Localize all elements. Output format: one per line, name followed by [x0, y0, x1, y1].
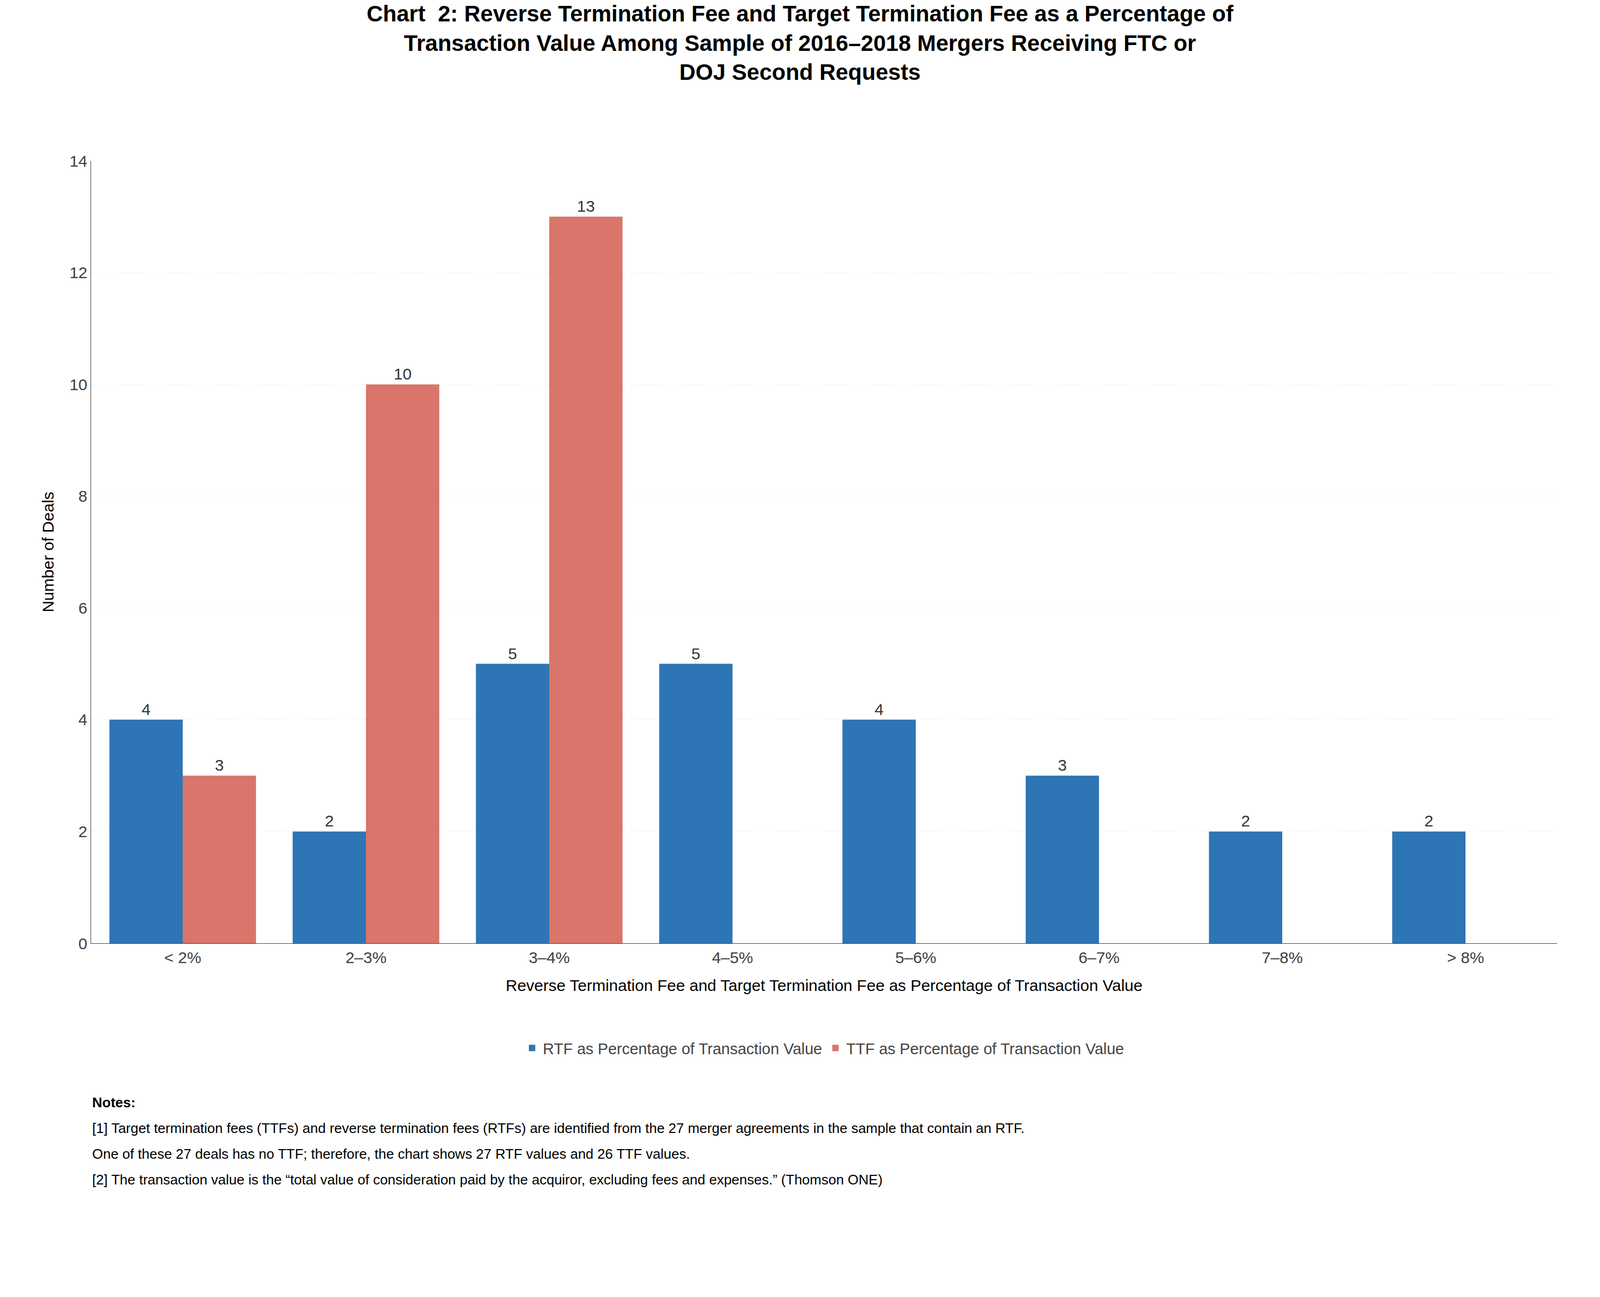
svg-text:14: 14	[69, 152, 88, 170]
svg-text:[1] Target termination fees (T: [1] Target termination fees (TTFs) and r…	[92, 1119, 1025, 1136]
svg-text:> 8%: > 8%	[1446, 948, 1484, 967]
svg-text:< 2%: < 2%	[163, 948, 201, 967]
svg-text:One of these 27 deals has no T: One of these 27 deals has no TTF; theref…	[92, 1145, 691, 1162]
svg-text:Reverse Termination Fee and Ta: Reverse Termination Fee and Target Termi…	[505, 976, 1143, 994]
svg-text:3–4%: 3–4%	[528, 948, 571, 967]
svg-text:2: 2	[1424, 811, 1434, 830]
svg-text:RTF as Percentage of Transacti: RTF as Percentage of Transaction Value	[542, 1040, 822, 1058]
svg-text:7–8%: 7–8%	[1261, 948, 1304, 967]
svg-text:2–3%: 2–3%	[345, 948, 387, 967]
svg-text:8: 8	[78, 487, 88, 505]
svg-text:2: 2	[324, 811, 334, 830]
svg-text:4: 4	[874, 700, 884, 719]
svg-text:2: 2	[78, 822, 88, 841]
svg-text:10: 10	[69, 375, 88, 394]
svg-text:5–6%: 5–6%	[895, 948, 937, 967]
svg-text:Number of Deals: Number of Deals	[39, 491, 57, 612]
svg-text:4: 4	[141, 700, 151, 719]
svg-text:Notes:: Notes:	[92, 1094, 136, 1111]
svg-text:TTF as Percentage of Transacti: TTF as Percentage of Transaction Value	[846, 1040, 1125, 1058]
svg-text:3: 3	[214, 756, 224, 774]
svg-text:0: 0	[78, 934, 88, 953]
svg-text:5: 5	[691, 644, 701, 663]
svg-text:4–5%: 4–5%	[712, 948, 754, 967]
svg-text:[2] The transaction value is t: [2] The transaction value is the “total …	[92, 1171, 883, 1188]
svg-text:10: 10	[393, 364, 412, 383]
svg-text:13: 13	[577, 197, 595, 215]
svg-text:2: 2	[1240, 811, 1251, 830]
svg-text:4: 4	[78, 710, 88, 729]
svg-text:6–7%: 6–7%	[1078, 948, 1120, 967]
svg-text:6: 6	[78, 599, 88, 617]
svg-text:3: 3	[1057, 756, 1067, 774]
svg-text:12: 12	[69, 263, 88, 282]
svg-text:Chart 2: Reverse Termination: Chart 2: Reverse Termination Fee and Tar…	[366, 1, 1234, 85]
svg-text:5: 5	[507, 644, 518, 663]
